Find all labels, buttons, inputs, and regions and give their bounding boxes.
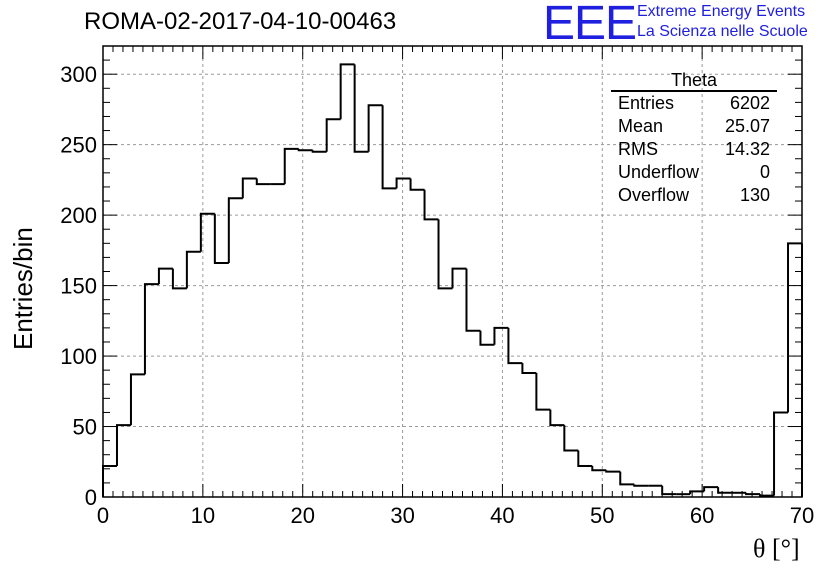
y-tick-label: 250 [60,133,97,158]
histogram-bin [493,326,509,345]
histogram-bin [535,372,551,411]
histogram-bin [549,409,565,427]
histogram-bin [577,450,593,467]
x-tick-label: 70 [790,503,814,528]
histogram-bin [395,177,411,189]
histogram-bin [759,494,775,497]
stats-value: 25.07 [724,116,770,136]
x-tick-label: 0 [97,503,109,528]
histogram-bin [283,147,299,185]
stats-title: Theta [611,70,777,92]
x-tick-label: 30 [390,503,414,528]
histogram-bin [465,268,481,332]
histogram-bin [129,373,145,426]
y-axis-label: Entries/bin [8,227,38,350]
histogram-bin [619,471,635,486]
histogram-bin [633,484,649,487]
histogram-bin [451,267,467,289]
histogram-bin [325,118,341,152]
y-tick-label: 150 [60,274,97,299]
y-tick-label: 0 [85,485,97,510]
histogram-bin [241,177,257,199]
stats-row-underflow: Underflow 0 [611,161,777,184]
x-tick-label: 40 [490,503,514,528]
histogram-bin [102,464,117,497]
histogram-bin [381,105,397,190]
x-tick-label: 50 [590,503,614,528]
histogram-bin [591,465,607,472]
histogram-bin [143,283,159,375]
histogram-bin [563,425,579,452]
histogram-bin [255,178,271,186]
histogram-bin [479,330,495,346]
stats-value: 14.32 [724,139,770,159]
stats-label: Entries [618,93,675,113]
histogram-bin [171,268,187,290]
histogram-bin [689,490,705,495]
stats-label: Mean [618,116,664,136]
histogram-bin [115,424,131,466]
histogram-bin [661,485,677,496]
histogram-bin [507,327,523,365]
stats-value: 130 [739,185,770,205]
x-tick-label: 60 [690,503,714,528]
stats-row-entries: Entries 6202 [611,92,777,115]
stats-label: Underflow [618,162,700,182]
histogram-bin [773,411,789,496]
histogram-bin [423,189,439,221]
stats-box: Theta Entries 6202 Mean 25.07 RMS 14.32 … [611,70,777,207]
x-tick-label: 10 [191,503,215,528]
histogram-bin [353,64,369,153]
histogram-bin [703,486,719,492]
x-tick-label: 20 [290,503,314,528]
stats-row-mean: Mean 25.07 [611,115,777,138]
stats-label: RMS [618,139,658,159]
histogram-bin [521,363,537,374]
histogram-bin [437,219,453,290]
histogram-bin [339,63,355,120]
histogram-bin [717,487,733,494]
y-tick-label: 50 [73,415,97,440]
y-tick-label: 300 [60,62,97,87]
logo-line-2: La Scienza nelle Scuole [637,23,808,40]
y-tick-label: 200 [60,203,97,228]
histogram-bin [199,212,215,252]
stats-value: 6202 [729,93,770,113]
histogram-bin [227,197,243,264]
histogram-bin [605,470,621,473]
stats-row-rms: RMS 14.32 [611,138,777,161]
eee-logo: EEE [543,0,637,50]
stats-value: 0 [759,162,770,182]
y-tick-label: 100 [60,344,97,369]
histogram-bin [185,250,201,289]
x-axis-label: θ [°] [753,534,800,563]
logo-line-1: Extreme Energy Events [637,3,806,20]
plot-frame [102,45,803,498]
histogram-bin [367,104,383,152]
histogram-bin [745,492,761,496]
stats-row-overflow: Overflow 130 [611,184,777,207]
logo-caption: Extreme Energy Events La Scienza nelle S… [637,2,808,42]
stats-label: Overflow [618,185,690,205]
histogram-bin [311,150,327,153]
chart-title: ROMA-02-2017-04-10-00463 [84,8,397,35]
histogram-bin [297,148,313,152]
histogram-bin [409,178,425,191]
histogram-bin [213,213,229,265]
histogram-bin [157,267,173,285]
